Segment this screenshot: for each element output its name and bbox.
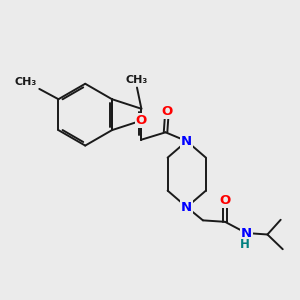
Text: O: O xyxy=(219,194,231,207)
Text: CH₃: CH₃ xyxy=(126,75,148,85)
Text: N: N xyxy=(181,135,192,148)
Text: O: O xyxy=(161,105,172,118)
Text: N: N xyxy=(241,226,252,239)
Text: N: N xyxy=(181,201,192,214)
Text: H: H xyxy=(240,238,250,251)
Text: CH₃: CH₃ xyxy=(14,76,36,86)
Text: O: O xyxy=(136,114,147,127)
